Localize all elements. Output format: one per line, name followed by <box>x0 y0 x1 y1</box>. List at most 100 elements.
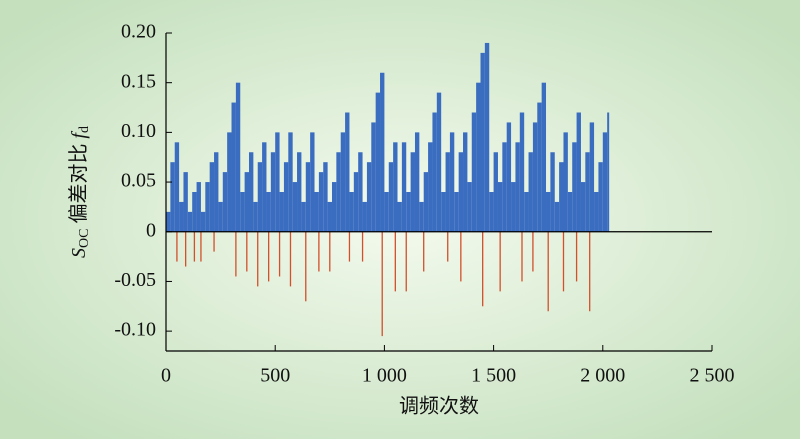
bar <box>489 192 494 232</box>
bar <box>244 172 249 232</box>
bar <box>331 182 337 232</box>
bar <box>222 172 228 232</box>
bar <box>227 132 232 232</box>
bar <box>257 231 259 287</box>
bar <box>283 162 289 232</box>
bar <box>288 132 293 232</box>
bar <box>482 231 484 307</box>
bar <box>547 231 549 312</box>
bar <box>240 192 245 232</box>
bar <box>209 162 215 232</box>
bar <box>257 162 263 232</box>
bar <box>432 112 437 232</box>
bar <box>196 182 201 232</box>
bar <box>231 102 236 232</box>
y-tick-label: 0.10 <box>121 120 156 142</box>
bar <box>362 201 367 232</box>
bar <box>179 201 184 232</box>
bar <box>562 231 565 292</box>
bar <box>471 112 477 232</box>
bar <box>541 82 547 232</box>
bar <box>401 142 407 232</box>
bar <box>458 152 464 232</box>
bar <box>323 162 328 232</box>
bar <box>329 231 331 272</box>
bar <box>476 82 481 232</box>
bar <box>397 201 402 232</box>
bar <box>519 112 525 232</box>
y-tick-label: 0 <box>146 219 156 241</box>
bar <box>484 42 490 232</box>
y-tick-label: 0.20 <box>121 21 156 43</box>
bar <box>270 152 276 232</box>
bar <box>183 172 188 232</box>
bar <box>262 142 267 232</box>
bar <box>493 152 498 232</box>
bar <box>607 112 610 232</box>
bar <box>532 122 538 232</box>
bar <box>174 142 180 232</box>
bar <box>580 182 586 232</box>
y-tick-label: -0.05 <box>114 269 156 291</box>
bar <box>563 132 568 232</box>
x-axis-label: 调频次数 <box>399 395 479 418</box>
bar <box>528 152 533 232</box>
bar <box>575 231 578 282</box>
x-tick-label: 2 500 <box>690 365 735 387</box>
bar <box>394 231 396 292</box>
bar <box>594 192 599 232</box>
bar <box>205 182 210 232</box>
bar <box>292 182 298 232</box>
bar <box>454 192 459 232</box>
bar <box>336 152 341 232</box>
bar <box>502 142 507 232</box>
bar <box>414 132 420 232</box>
bar <box>441 192 446 232</box>
bar <box>349 192 354 232</box>
bar <box>192 192 197 232</box>
bar <box>305 162 311 232</box>
bar <box>384 192 389 232</box>
bar <box>423 231 425 272</box>
bar <box>406 192 411 232</box>
bar <box>576 112 581 232</box>
bar <box>598 162 603 232</box>
bar <box>318 231 320 272</box>
x-tick-label: 2 000 <box>580 365 625 387</box>
y-tick-label: 0.15 <box>121 70 156 92</box>
bar <box>460 231 462 282</box>
bar <box>499 231 501 292</box>
bar <box>266 192 271 232</box>
bar <box>213 231 215 252</box>
bar <box>585 152 590 232</box>
bar <box>279 192 284 232</box>
bar <box>253 201 258 232</box>
bar <box>327 201 332 232</box>
bar <box>275 132 280 232</box>
bar <box>497 182 503 232</box>
bar <box>340 132 346 232</box>
y-label-part: 偏差对比 <box>67 139 90 229</box>
bar <box>480 52 485 232</box>
bar <box>463 132 468 232</box>
bar <box>532 231 534 272</box>
bar <box>405 231 407 292</box>
bar <box>166 211 171 232</box>
y-tick-label: 0.05 <box>121 170 156 192</box>
bar <box>388 162 394 232</box>
bar <box>567 192 573 232</box>
bar <box>305 231 307 302</box>
bar <box>393 142 398 232</box>
bar <box>218 201 223 232</box>
x-tick-label: 1 000 <box>362 365 407 387</box>
bar <box>301 201 306 232</box>
bar <box>289 231 292 287</box>
bar <box>358 152 363 232</box>
bar <box>297 152 302 232</box>
bar <box>550 152 555 232</box>
bar <box>375 92 381 232</box>
bar <box>467 182 472 232</box>
bar <box>366 162 372 232</box>
bar <box>176 231 178 262</box>
